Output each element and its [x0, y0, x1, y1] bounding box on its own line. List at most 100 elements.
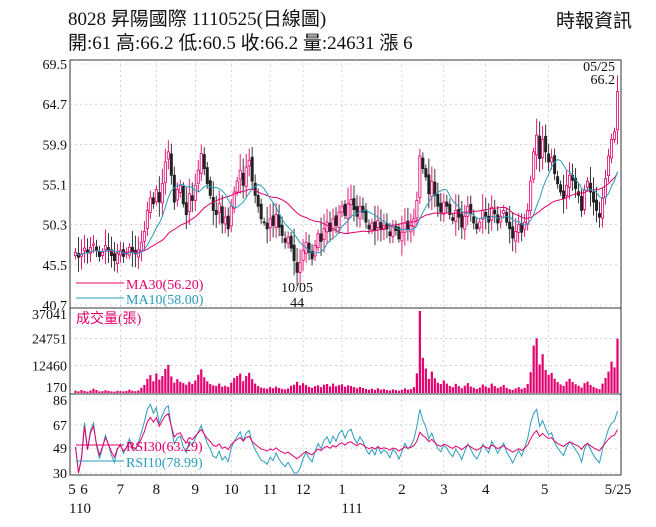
volume-bar: [146, 378, 149, 393]
volume-bar: [445, 383, 448, 393]
volume-tick-label: 170: [46, 381, 67, 396]
x-tick-label: 6: [80, 482, 88, 498]
candle-body: [229, 205, 233, 227]
candle-body: [529, 180, 533, 211]
volume-bar: [200, 369, 203, 393]
candle-body: [505, 212, 509, 223]
volume-bar: [484, 386, 487, 393]
volume-bar: [167, 364, 170, 393]
candle-body: [280, 224, 284, 236]
stock-name: 昇陽國際: [110, 9, 187, 30]
candle-body: [388, 231, 392, 236]
candle-body: [352, 198, 356, 211]
volume-bar: [173, 382, 176, 393]
rsi10-legend-label: RSI10(78.99): [126, 456, 203, 471]
volume-bar: [185, 384, 188, 393]
low-date-annotation: 10/05: [281, 281, 313, 296]
volume-bar: [224, 385, 227, 393]
volume-tick-label: 24751: [32, 332, 67, 347]
candle-body: [298, 261, 302, 273]
candle-body: [313, 245, 317, 257]
volume-bar: [278, 388, 281, 393]
candle-body: [376, 220, 380, 228]
volume-bar: [481, 384, 484, 393]
candle-body: [580, 195, 584, 211]
candle-body: [373, 221, 377, 231]
volume-bar: [382, 389, 386, 393]
volume-bar: [319, 387, 323, 393]
candle-body: [196, 169, 200, 184]
volume-bar: [352, 387, 356, 393]
candle-body: [322, 228, 326, 240]
volume-bar: [508, 389, 511, 393]
volume-bar: [269, 387, 272, 393]
volume-bar: [251, 379, 254, 393]
candle-body: [409, 225, 413, 233]
volume-bar: [295, 381, 299, 393]
candle-body: [589, 182, 593, 193]
low-value: 低:60.5: [178, 33, 236, 54]
volume-bar: [107, 390, 110, 393]
candle-body: [601, 197, 605, 219]
volume-bar: [325, 384, 329, 393]
x-tick-label: 8: [153, 482, 161, 498]
candle-body: [94, 246, 98, 252]
volume-bar: [478, 387, 481, 393]
candle-body: [202, 154, 206, 170]
volume-bar: [182, 383, 185, 393]
volume-bar: [92, 388, 95, 393]
volume-bar: [292, 384, 296, 393]
candle-body: [181, 185, 185, 205]
volume-bar: [526, 384, 529, 393]
candle-body: [406, 220, 410, 230]
volume-bar: [125, 390, 128, 393]
ma30-legend-label: MA30(56.20): [126, 278, 204, 293]
volume-bar: [212, 385, 215, 393]
volume-bar: [301, 383, 305, 393]
candle-body: [553, 155, 557, 175]
volume-bar: [406, 389, 409, 393]
close-value: 收:66.2: [240, 33, 299, 54]
candle-body: [448, 203, 452, 216]
candle-body: [226, 215, 230, 230]
volume-bar: [104, 390, 107, 393]
candle-body: [556, 176, 560, 185]
candle-body: [559, 184, 563, 193]
volume-bar: [74, 390, 77, 393]
candle-body: [325, 221, 329, 233]
volume-bar: [263, 388, 266, 393]
volume-bar: [346, 385, 350, 393]
candle-body: [517, 224, 521, 233]
volume-bar: [80, 390, 83, 393]
candle-body: [286, 236, 290, 244]
candle-body: [289, 235, 293, 249]
candle-body: [274, 214, 278, 228]
candle-body: [319, 233, 323, 242]
volume-bar: [343, 386, 347, 393]
candle-body: [364, 209, 368, 223]
candle-body: [151, 197, 155, 205]
volume-bar: [583, 383, 586, 393]
volume-bar: [577, 385, 580, 393]
candle-body: [586, 180, 590, 188]
candle-body: [115, 253, 119, 265]
volume-bar: [436, 382, 439, 393]
volume-bar: [143, 384, 146, 393]
volume-bar: [331, 383, 335, 393]
volume-bar: [77, 391, 80, 393]
price-tick-label: 64.7: [43, 98, 68, 113]
volume-bar: [131, 390, 134, 393]
volume-bar: [281, 388, 284, 393]
volume-bar: [469, 386, 472, 393]
volume-bar: [511, 389, 514, 393]
volume-bar: [316, 385, 320, 393]
candle-body: [337, 211, 341, 228]
candle-body: [73, 251, 77, 257]
candle-body: [277, 214, 281, 228]
stock-code: 8028: [68, 9, 106, 30]
volume-bar: [191, 383, 194, 393]
candle-body: [427, 174, 431, 195]
candle-body: [370, 222, 374, 231]
volume-bar: [310, 387, 314, 393]
